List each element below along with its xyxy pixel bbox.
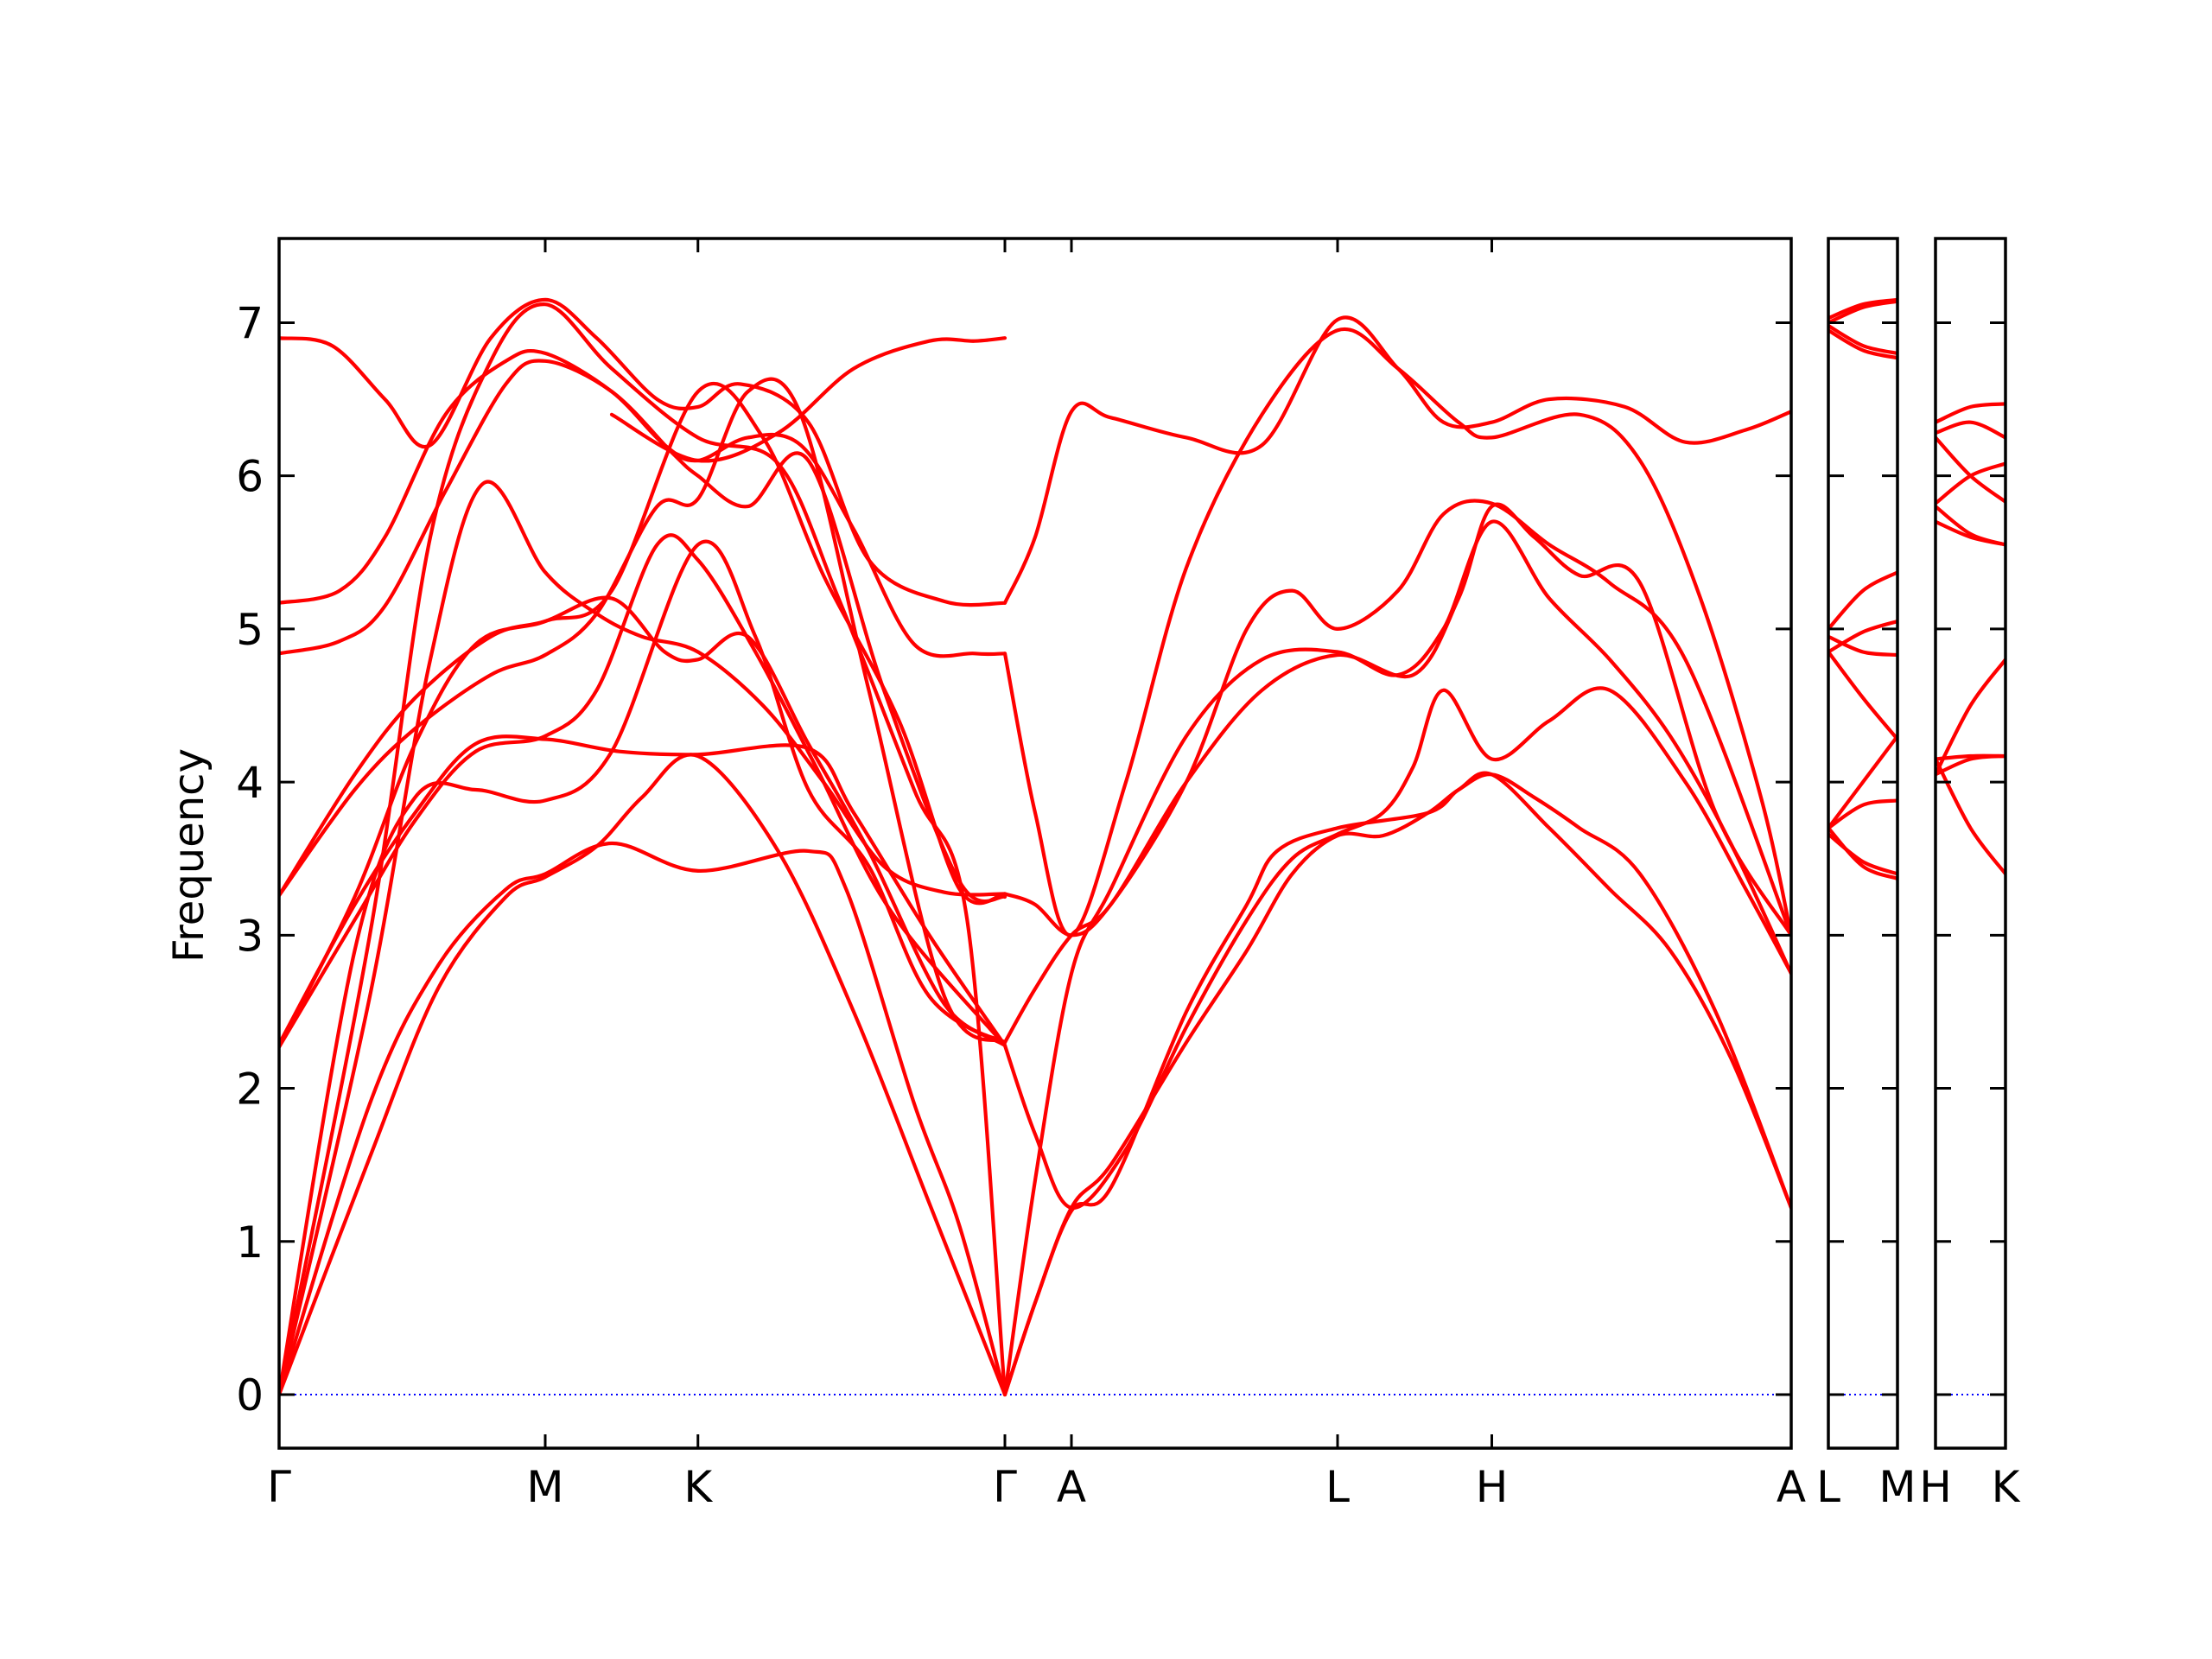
x-tick-label: H [1919, 1462, 1952, 1512]
band-line [1936, 658, 2005, 777]
y-axis-label: Frequency [165, 748, 213, 963]
band-line [1936, 420, 2005, 440]
band-line [1002, 772, 1791, 1397]
band-line [1828, 650, 1897, 741]
x-tick-label: A [1777, 1462, 1806, 1512]
band-line [1828, 832, 1897, 876]
y-tick-label: 5 [236, 605, 264, 655]
y-tick-label: 4 [236, 758, 264, 808]
band-line [1828, 570, 1897, 631]
x-tick-label: M [526, 1462, 563, 1512]
band-line [279, 753, 1007, 1397]
band-line [1828, 323, 1897, 355]
panel-frame [1934, 237, 2007, 1450]
band-line [1936, 757, 2005, 876]
band-line [279, 297, 1007, 607]
bands-L-M [1828, 297, 1897, 880]
band-line [279, 381, 1007, 1049]
band-line [1828, 297, 1897, 321]
y-tick-label: 1 [236, 1217, 264, 1268]
panel-frame [1827, 237, 1899, 1450]
band-line [1002, 686, 1791, 1210]
band-line [1828, 634, 1897, 658]
x-tick-label: M [1878, 1462, 1916, 1512]
band-line [279, 533, 1007, 1049]
band-line [279, 348, 1007, 658]
band-line [1002, 502, 1791, 938]
bands-main [279, 297, 1791, 1397]
band-line [1828, 734, 1897, 830]
band-line [1828, 299, 1897, 325]
band-line [279, 480, 1007, 1397]
x-tick-label: L [1816, 1462, 1840, 1512]
band-line [1002, 519, 1791, 1397]
y-tick-label: 6 [236, 452, 264, 502]
band-line [1936, 519, 2005, 547]
y-tick-label: 3 [236, 911, 264, 961]
band-line [1828, 328, 1897, 360]
bands-H-K [1936, 402, 2005, 876]
band-line [1002, 315, 1791, 605]
x-tick-label: A [1057, 1462, 1086, 1512]
band-line [1828, 619, 1897, 654]
x-tick-label: K [683, 1462, 713, 1512]
x-tick-label: Γ [267, 1462, 291, 1512]
band-line [1828, 798, 1897, 830]
panel-frame [277, 237, 1793, 1450]
band-line [1828, 826, 1897, 880]
x-tick-label: K [1992, 1462, 2021, 1512]
band-line [1936, 402, 2005, 424]
band-line [279, 595, 1007, 1045]
band-line [1002, 499, 1791, 1045]
band-line [279, 302, 1007, 1397]
band-line [279, 841, 1007, 1397]
x-tick-label: L [1325, 1462, 1350, 1512]
band-line [1936, 461, 2005, 505]
band-line [609, 336, 1007, 463]
y-tick-label: 2 [236, 1065, 264, 1115]
y-tick-label: 0 [236, 1370, 264, 1421]
band-line [279, 377, 1007, 1045]
x-tick-label: Γ [993, 1462, 1017, 1512]
x-tick-label: H [1476, 1462, 1509, 1512]
band-line [279, 539, 1007, 1397]
band-line [1936, 753, 2005, 777]
y-tick-label: 7 [236, 298, 264, 348]
